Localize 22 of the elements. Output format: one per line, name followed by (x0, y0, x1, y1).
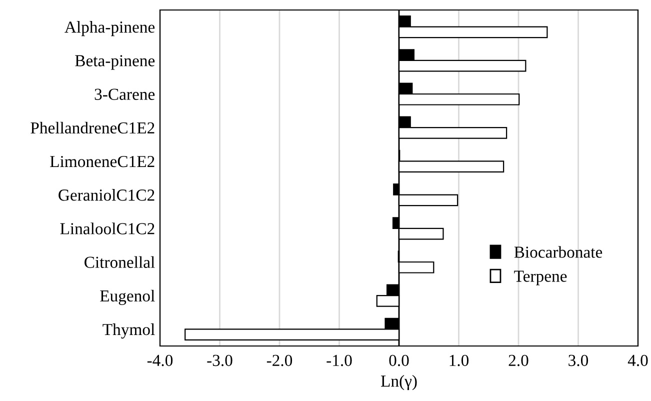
y-tick-label: 3-Carene (94, 88, 155, 100)
x-tick-label: -2.0 (266, 354, 292, 366)
x-tick-label: 4.0 (628, 354, 648, 366)
y-tick-label: Citronellal (84, 256, 155, 268)
x-tick-label: -4.0 (147, 354, 173, 366)
y-tick-label: LimoneneC1E2 (50, 156, 154, 168)
x-axis-title: Ln(γ) (380, 375, 417, 390)
y-tick-label: Eugenol (100, 290, 155, 305)
y-tick-label: Thymol (102, 323, 155, 339)
legend-label: Biocarbonate (514, 246, 602, 258)
x-tick-label: 3.0 (568, 354, 588, 366)
y-tick-label: Alpha-pinene (64, 21, 155, 36)
x-tick-label: -3.0 (207, 354, 232, 366)
y-tick-label: PhellandreneC1E2 (30, 122, 154, 134)
x-tick-label: -1.0 (326, 354, 352, 366)
x-tick-label: 0.0 (389, 354, 409, 366)
legend-label: Terpene (514, 270, 567, 286)
y-tick-label: Beta-pinene (75, 55, 155, 70)
x-tick-label: 1.0 (450, 354, 469, 366)
x-tick-label: 2.0 (508, 354, 528, 366)
y-tick-label: LinaloolC1C2 (60, 222, 154, 234)
y-tick-label: GeraniolC1C2 (58, 189, 154, 201)
